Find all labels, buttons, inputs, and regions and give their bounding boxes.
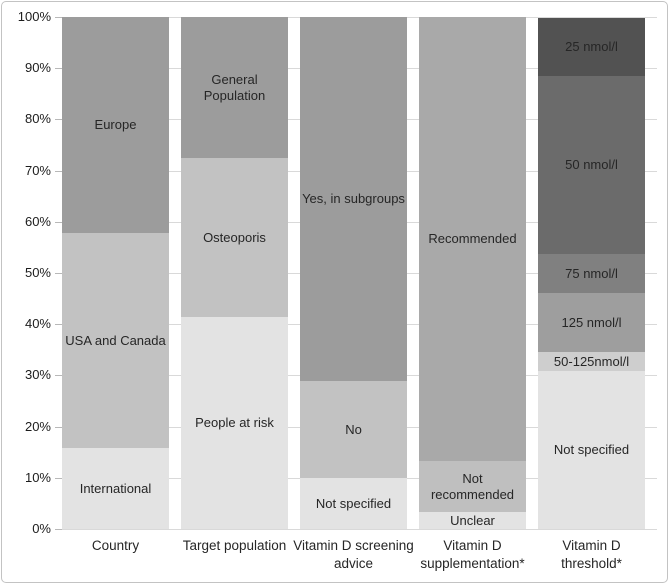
bar-segment: International bbox=[62, 448, 169, 529]
bar-segment: 75 nmol/l bbox=[538, 253, 645, 293]
x-axis-label-5: Vitamin D threshold* bbox=[561, 538, 622, 572]
y-tick-mark-60 bbox=[55, 222, 62, 223]
bar-segment: 125 nmol/l bbox=[538, 292, 645, 352]
segment-label: USA and Canada bbox=[65, 332, 166, 348]
y-axis-tick-label: 90% bbox=[24, 60, 51, 75]
y-tick-mark-30 bbox=[55, 375, 62, 376]
bar-segment: Not specified bbox=[538, 371, 645, 529]
bar-segment: No bbox=[300, 380, 407, 478]
segment-label: Europe bbox=[94, 117, 137, 133]
bar-segment: 50-125nmol/l bbox=[538, 351, 645, 372]
plot-area: International USA and Canada Europe People … bbox=[62, 17, 657, 530]
y-axis-tick-label: 10% bbox=[24, 470, 51, 485]
segment-label: 50 nmol/l bbox=[565, 157, 618, 173]
bar-segment: Recommended bbox=[419, 17, 526, 461]
y-tick-mark-80 bbox=[55, 119, 62, 120]
segment-label: General Population bbox=[203, 72, 266, 103]
y-tick-mark-100 bbox=[55, 17, 62, 18]
segment-label: 25 nmol/l bbox=[565, 39, 618, 55]
segment-label: Osteoporis bbox=[203, 230, 266, 246]
bar-segment: Osteoporis bbox=[181, 158, 288, 318]
bar-segment: USA and Canada bbox=[62, 232, 169, 449]
bar-column-1: International USA and Canada Europe bbox=[62, 17, 169, 529]
bar-column-2: People at risk Osteoporis General Populati… bbox=[181, 17, 288, 529]
bar-segment: Unclear bbox=[419, 512, 526, 529]
bar-segment: 25 nmol/l bbox=[538, 17, 645, 77]
y-tick-mark-50 bbox=[55, 273, 62, 274]
bar-column-5: Not specified 50-125nmol/l 125 nmol/l 75 nm… bbox=[538, 17, 645, 529]
bar-column-4: Unclear Not recommended Recommended bbox=[419, 17, 526, 529]
y-tick-mark-10 bbox=[55, 478, 62, 479]
segment-label: Not specified bbox=[315, 495, 392, 511]
y-axis-tick-label: 20% bbox=[24, 419, 51, 434]
x-axis-label-3: Vitamin D screening advice bbox=[293, 538, 414, 572]
y-tick-mark-40 bbox=[55, 324, 62, 325]
y-tick-mark-70 bbox=[55, 171, 62, 172]
segment-label: Unclear bbox=[450, 512, 495, 528]
segment-label: 50-125nmol/l bbox=[553, 353, 630, 369]
y-tick-mark-0 bbox=[55, 529, 62, 530]
y-axis-tick-label: 80% bbox=[24, 111, 51, 126]
x-axis-label-1: Country bbox=[91, 538, 140, 553]
segment-label: Yes, in subgroups bbox=[302, 191, 405, 207]
bar-segment: Not recommended bbox=[419, 460, 526, 513]
bar-segment: Yes, in subgroups bbox=[300, 17, 407, 381]
gridline-0 bbox=[62, 529, 657, 530]
bar-segment: People at risk bbox=[181, 317, 288, 529]
bar-segment: Not specified bbox=[300, 477, 407, 529]
y-axis-tick-label: 50% bbox=[24, 265, 51, 280]
segment-label: Not specified bbox=[553, 442, 630, 458]
y-axis-tick-label: 30% bbox=[24, 367, 51, 382]
bar-segment: 50 nmol/l bbox=[538, 76, 645, 254]
segment-label: No bbox=[345, 421, 362, 437]
y-tick-mark-90 bbox=[55, 68, 62, 69]
segment-label: People at risk bbox=[195, 415, 274, 431]
bar-segment: Europe bbox=[62, 17, 169, 233]
y-axis-tick-label: 0% bbox=[32, 521, 51, 536]
segment-label: 75 nmol/l bbox=[565, 265, 618, 281]
bar-segment: General Population bbox=[181, 17, 288, 159]
y-axis-tick-label: 70% bbox=[24, 163, 51, 178]
segment-label: Not recommended bbox=[430, 471, 515, 502]
segment-label: Recommended bbox=[428, 231, 517, 247]
bar-column-3: Not specified No Yes, in subgroups bbox=[300, 17, 407, 529]
x-axis-label-4: Vitamin D supplementation* bbox=[420, 538, 525, 572]
segment-label: International bbox=[79, 480, 152, 496]
x-axis-label-2: Target population bbox=[182, 538, 287, 553]
y-tick-mark-20 bbox=[55, 427, 62, 428]
y-axis-tick-label: 100% bbox=[17, 9, 51, 24]
y-axis-tick-label: 60% bbox=[24, 214, 51, 229]
segment-label: 125 nmol/l bbox=[561, 314, 622, 330]
y-axis-tick-label: 40% bbox=[24, 316, 51, 331]
